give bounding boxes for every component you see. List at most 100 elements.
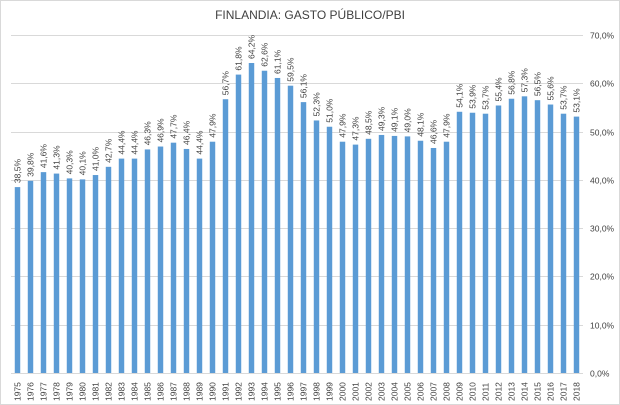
x-tick-label: 2015	[533, 382, 543, 401]
bar	[196, 158, 203, 373]
bar	[443, 141, 450, 373]
bar	[235, 74, 242, 373]
bar	[131, 158, 138, 373]
data-label: 47,9%	[208, 113, 218, 138]
x-tick-label: 1977	[39, 382, 49, 401]
x-tick-label: 2018	[572, 382, 582, 401]
y-axis-ticks: 0,0% 10,0% 20,0% 30,0% 40,0% 50,0% 60,0% 70,0%	[590, 31, 615, 379]
data-label: 62,6%	[260, 42, 270, 67]
data-label: 53,7%	[481, 85, 491, 110]
x-tick-label: 2014	[520, 382, 530, 401]
x-tick-label: 1989	[195, 382, 205, 401]
data-label: 53,7%	[559, 85, 569, 110]
data-label: 55,6%	[546, 76, 556, 101]
data-label: 38,5%	[13, 159, 23, 184]
data-label: 39,8%	[26, 152, 36, 177]
bar	[27, 180, 34, 373]
x-tick-label: 2016	[546, 382, 556, 401]
data-label: 61,8%	[234, 46, 244, 71]
x-tick-label: 2012	[494, 382, 504, 401]
data-label: 41,6%	[39, 144, 49, 169]
x-tick-label: 1980	[78, 382, 88, 401]
x-tick-label: 1999	[325, 382, 335, 401]
data-labels: 38,5% 39,8% 41,6% 41,3% 40,3% 40,1% 41,0% 42,7%…	[13, 34, 582, 183]
bar	[40, 172, 47, 373]
x-tick-label: 1998	[312, 382, 322, 401]
x-tick-label: 1990	[208, 382, 218, 401]
bar	[14, 187, 21, 373]
x-tick-label: 1995	[273, 382, 283, 401]
bar	[456, 111, 463, 373]
x-tick-label: 2000	[338, 382, 348, 401]
bar	[79, 179, 86, 373]
y-tick-label: 70,0%	[590, 31, 615, 41]
data-label: 46,3%	[143, 121, 153, 146]
bar	[326, 126, 333, 373]
x-tick-label: 2008	[442, 382, 452, 401]
bar	[261, 70, 268, 373]
data-label: 46,4%	[182, 120, 192, 145]
data-label: 41,3%	[52, 145, 62, 170]
bar	[66, 178, 73, 373]
data-label: 56,7%	[221, 71, 231, 96]
x-tick-label: 2004	[390, 382, 400, 401]
x-tick-label: 1997	[299, 382, 309, 401]
x-tick-label: 2007	[429, 382, 439, 401]
x-tick-label: 1981	[91, 382, 101, 401]
x-tick-label: 1984	[130, 382, 140, 401]
bar	[144, 149, 151, 373]
y-tick-label: 50,0%	[590, 128, 615, 138]
data-label: 54,1%	[455, 83, 465, 108]
y-tick-label: 40,0%	[590, 176, 615, 186]
x-tick-label: 2013	[507, 382, 517, 401]
x-tick-label: 1996	[286, 382, 296, 401]
bar	[482, 113, 489, 373]
bar	[560, 113, 567, 373]
y-tick-label: 60,0%	[590, 79, 615, 89]
x-tick-label: 2009	[455, 382, 465, 401]
bar	[92, 175, 99, 373]
bar	[378, 134, 385, 373]
data-label: 56,8%	[507, 70, 517, 95]
x-tick-label: 2017	[559, 382, 569, 401]
data-label: 42,7%	[104, 138, 114, 163]
bar	[157, 146, 164, 373]
x-tick-label: 1992	[234, 382, 244, 401]
data-label: 61,1%	[273, 49, 283, 74]
data-label: 55,4%	[494, 77, 504, 102]
y-tick-label: 30,0%	[590, 224, 615, 234]
bar	[248, 63, 255, 374]
x-tick-label: 1983	[117, 382, 127, 401]
bar	[495, 105, 502, 374]
data-label: 41,0%	[91, 146, 101, 171]
x-tick-label: 2001	[351, 382, 361, 401]
bar	[521, 96, 528, 373]
x-tick-label: 1982	[104, 382, 114, 401]
data-label: 44,4%	[117, 130, 127, 155]
data-label: 47,7%	[169, 114, 179, 139]
data-label: 53,1%	[572, 88, 582, 113]
bar	[313, 120, 320, 373]
x-tick-label: 1993	[247, 382, 257, 401]
x-tick-label: 1987	[169, 382, 179, 401]
x-axis-ticks: 1975 1976 1977 1978 1979 1980 1981 1982 1983 1984…	[13, 382, 582, 401]
bars	[14, 63, 580, 374]
bar	[183, 148, 190, 373]
x-tick-label: 2010	[468, 382, 478, 401]
bar	[287, 85, 294, 373]
data-label: 64,2%	[247, 34, 257, 59]
x-tick-label: 2011	[481, 382, 491, 401]
data-label: 51,0%	[325, 98, 335, 123]
x-tick-label: 1988	[182, 382, 192, 401]
data-label: 49,3%	[377, 106, 387, 131]
bar	[391, 135, 398, 373]
x-tick-label: 2002	[364, 382, 374, 401]
data-label: 47,9%	[338, 113, 348, 138]
x-tick-label: 1976	[26, 382, 36, 401]
data-label: 57,3%	[520, 68, 530, 93]
data-label: 47,3%	[351, 116, 361, 141]
data-label: 40,3%	[65, 150, 75, 175]
bar	[404, 136, 411, 373]
data-label: 44,4%	[130, 130, 140, 155]
